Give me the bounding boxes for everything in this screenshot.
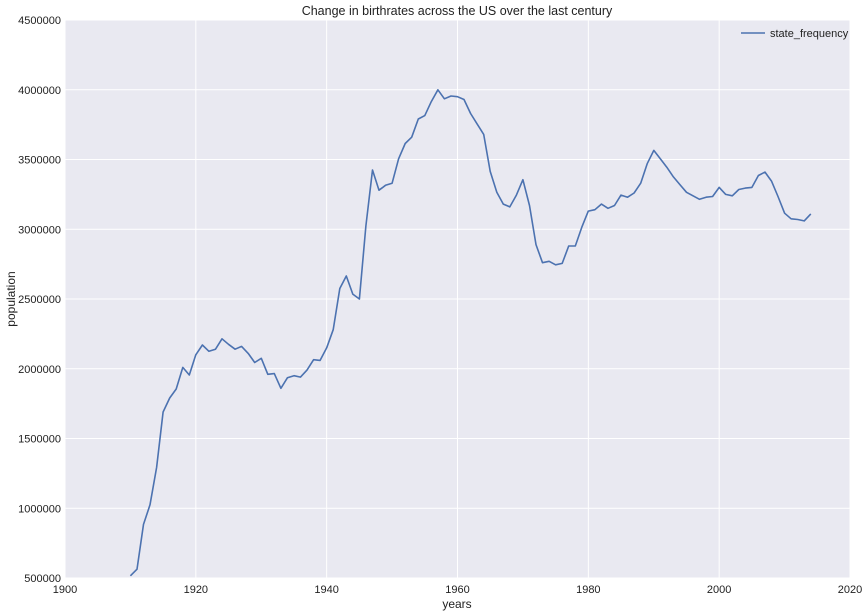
y-tick-label: 1000000 bbox=[18, 503, 61, 515]
x-tick-label: 2000 bbox=[707, 584, 731, 596]
grid-lines bbox=[64, 19, 851, 579]
x-tick-label: 1900 bbox=[53, 584, 77, 596]
y-tick-label: 3500000 bbox=[18, 155, 61, 167]
legend: state_frequency bbox=[741, 28, 849, 40]
x-axis-label: years bbox=[442, 597, 471, 611]
x-tick-label: 1940 bbox=[314, 584, 338, 596]
x-tick-label: 1980 bbox=[576, 584, 600, 596]
x-tick-label: 2020 bbox=[838, 584, 862, 596]
x-tick-label: 1920 bbox=[184, 584, 208, 596]
series-line-state-frequency bbox=[129, 89, 812, 577]
legend-label-state-frequency: state_frequency bbox=[770, 28, 849, 40]
y-tick-label: 500000 bbox=[24, 573, 61, 585]
tick-labels: 1900 1920 1940 1960 1980 2000 2020 500000 100000… bbox=[18, 15, 862, 596]
y-axis-label: population bbox=[4, 271, 18, 326]
y-tick-label: 2000000 bbox=[18, 364, 61, 376]
chart-title: Change in birthrates across the US over … bbox=[302, 4, 613, 18]
y-tick-label: 4000000 bbox=[18, 85, 61, 97]
y-tick-label: 4500000 bbox=[18, 15, 61, 27]
y-tick-label: 3000000 bbox=[18, 224, 61, 236]
y-tick-label: 2500000 bbox=[18, 294, 61, 306]
y-tick-label: 1500000 bbox=[18, 434, 61, 446]
x-tick-label: 1960 bbox=[445, 584, 469, 596]
